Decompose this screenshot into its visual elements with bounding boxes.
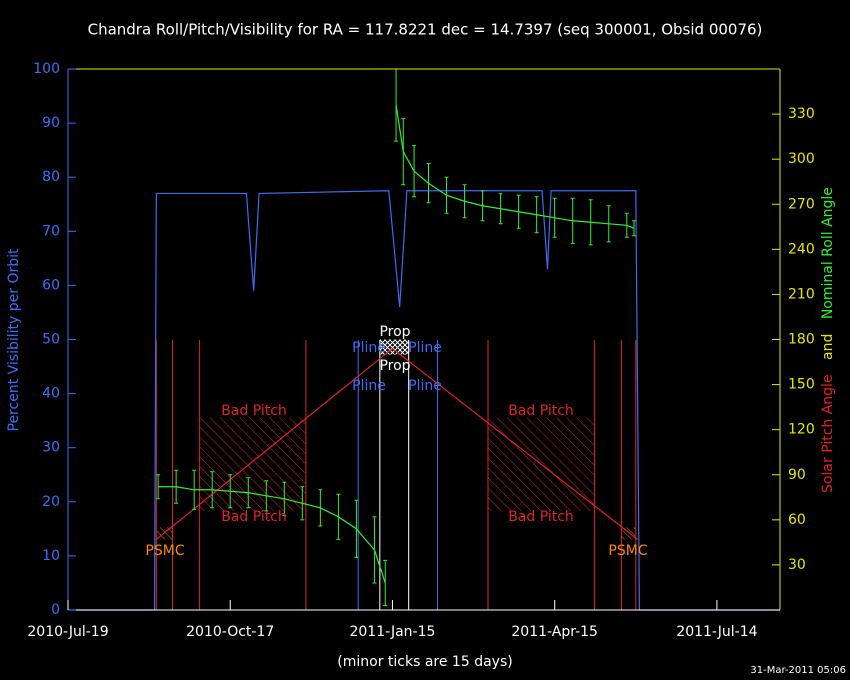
y-tick-label: 40 — [42, 386, 60, 402]
annotation: Bad Pitch — [221, 403, 287, 419]
y-tick-label: 70 — [42, 223, 60, 239]
annotation: Bad Pitch — [508, 403, 574, 419]
y-tick-label: 10 — [42, 548, 60, 564]
annotation: Prop — [379, 358, 410, 374]
annotation: PSMC — [608, 543, 647, 559]
x-tick-label: 2011-Jul-14 — [676, 624, 757, 640]
annotation: Prop — [379, 324, 410, 340]
y-tick-label: 30 — [42, 440, 60, 456]
y2-tick-label: 150 — [788, 377, 815, 393]
y-tick-label: 20 — [42, 494, 60, 510]
y2-tick-label: 210 — [788, 286, 815, 302]
y-tick-label: 50 — [42, 332, 60, 348]
y-tick-label: 0 — [51, 602, 60, 618]
x-tick-label: 2010-Oct-17 — [186, 624, 274, 640]
y2-tick-label: 240 — [788, 241, 815, 257]
y2-label-part: Nominal Roll Angle — [820, 187, 836, 319]
y2-tick-label: 120 — [788, 422, 815, 438]
y2-tick-label: 300 — [788, 151, 815, 167]
y2-tick-label: 270 — [788, 196, 815, 212]
annotation: Bad Pitch — [221, 509, 287, 525]
y2-label-part: Solar Pitch Angle — [820, 374, 836, 493]
y-tick-label: 80 — [42, 169, 60, 185]
annotation: Pline — [408, 378, 442, 394]
y-axis-label: Percent Visibility per Orbit — [6, 248, 22, 432]
x-axis-label: (minor ticks are 15 days) — [337, 654, 512, 670]
y2-tick-label: 180 — [788, 332, 815, 348]
y2-tick-label: 90 — [788, 467, 806, 483]
x-tick-label: 2011-Jan-15 — [349, 624, 435, 640]
annotation: PSMC — [145, 543, 184, 559]
y-tick-label: 100 — [33, 61, 60, 77]
y2-tick-label: 330 — [788, 106, 815, 122]
annotation: Pline — [352, 378, 386, 394]
annotation: Pline — [352, 340, 386, 356]
timestamp: 31-Mar-2011 05:06 — [750, 665, 846, 676]
series-line — [158, 104, 635, 584]
y2-label-part: and — [820, 334, 836, 360]
chart-title: Chandra Roll/Pitch/Visibility for RA = 1… — [88, 21, 763, 39]
series-line — [68, 190, 780, 611]
y-tick-label: 60 — [42, 277, 60, 293]
annotation: Bad Pitch — [508, 509, 574, 525]
y2-tick-label: 60 — [788, 512, 806, 528]
y2-tick-label: 30 — [788, 557, 806, 573]
annotation: Pline — [408, 340, 442, 356]
error-bar — [631, 220, 636, 237]
series-line — [155, 347, 638, 540]
y-tick-label: 90 — [42, 115, 60, 131]
error-bar — [156, 474, 161, 500]
hatched-region — [379, 339, 409, 355]
x-tick-label: 2011-Apr-15 — [511, 624, 598, 640]
y2-axis-label: Solar Pitch Angle and Nominal Roll Angle — [820, 187, 836, 493]
x-tick-label: 2010-Jul-19 — [27, 624, 108, 640]
hatched-region — [621, 527, 636, 540]
